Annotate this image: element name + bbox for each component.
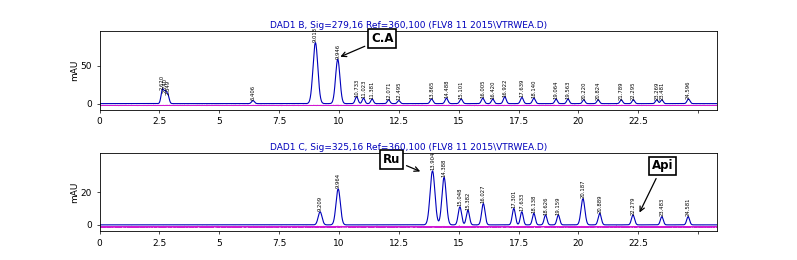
Text: 23.481: 23.481 [659, 81, 664, 100]
Text: 13.865: 13.865 [429, 80, 434, 99]
Text: 20.824: 20.824 [595, 81, 601, 100]
Text: 6.406: 6.406 [250, 85, 256, 100]
Text: 16.005: 16.005 [481, 80, 485, 98]
Text: 17.633: 17.633 [520, 193, 524, 211]
Text: 20.220: 20.220 [581, 81, 587, 100]
Text: 9.013: 9.013 [313, 27, 318, 42]
Text: 22.279: 22.279 [630, 196, 635, 214]
Text: 19.159: 19.159 [556, 196, 561, 214]
Text: 13.904: 13.904 [430, 152, 435, 170]
Text: 10.733: 10.733 [354, 78, 359, 96]
Y-axis label: mAU: mAU [70, 60, 79, 81]
Text: C.A: C.A [342, 32, 394, 56]
Text: Api: Api [640, 159, 673, 211]
Text: 17.639: 17.639 [520, 79, 524, 97]
Text: 19.563: 19.563 [566, 80, 571, 99]
Text: 18.140: 18.140 [532, 80, 536, 98]
Text: 9.946: 9.946 [336, 44, 340, 59]
Title: DAD1 C, Sig=325,16 Ref=360,100 (FLV8 11 2015\VTRWEA.D): DAD1 C, Sig=325,16 Ref=360,100 (FLV8 11 … [270, 143, 547, 152]
Text: 2.740: 2.740 [163, 77, 167, 93]
Text: 15.101: 15.101 [458, 80, 464, 99]
Y-axis label: mAU: mAU [70, 181, 79, 203]
Text: 15.382: 15.382 [465, 191, 470, 210]
Text: 18.138: 18.138 [532, 194, 536, 213]
Text: 23.269: 23.269 [654, 81, 659, 100]
Text: 24.581: 24.581 [685, 198, 691, 216]
Text: 9.209: 9.209 [317, 196, 323, 211]
Text: 2.620: 2.620 [160, 75, 165, 90]
Text: 12.071: 12.071 [386, 81, 391, 100]
Text: 12.495: 12.495 [396, 82, 401, 100]
Text: 23.483: 23.483 [659, 198, 665, 216]
Text: 11.381: 11.381 [370, 80, 375, 99]
Text: 16.922: 16.922 [502, 78, 507, 96]
Text: Ru: Ru [383, 153, 419, 171]
Text: 18.626: 18.626 [543, 196, 548, 214]
Text: 20.187: 20.187 [580, 180, 586, 198]
Text: 14.488: 14.488 [444, 80, 449, 98]
Text: 21.789: 21.789 [618, 81, 624, 100]
Text: 22.295: 22.295 [631, 81, 636, 100]
Text: 24.596: 24.596 [686, 80, 691, 99]
Text: 9.964: 9.964 [336, 173, 340, 188]
Text: 2.849: 2.849 [165, 80, 171, 95]
Text: 16.420: 16.420 [490, 80, 495, 99]
Text: 15.048: 15.048 [457, 188, 462, 206]
Text: 17.301: 17.301 [512, 190, 516, 208]
Text: 14.388: 14.388 [442, 159, 446, 177]
Title: DAD1 B, Sig=279,16 Ref=360,100 (FLV8 11 2015\VTRWEA.D): DAD1 B, Sig=279,16 Ref=360,100 (FLV8 11 … [270, 21, 547, 30]
Text: 11.023: 11.023 [361, 80, 366, 98]
Text: 20.889: 20.889 [597, 194, 603, 213]
Text: 16.027: 16.027 [481, 185, 486, 203]
Text: 19.064: 19.064 [554, 80, 559, 99]
